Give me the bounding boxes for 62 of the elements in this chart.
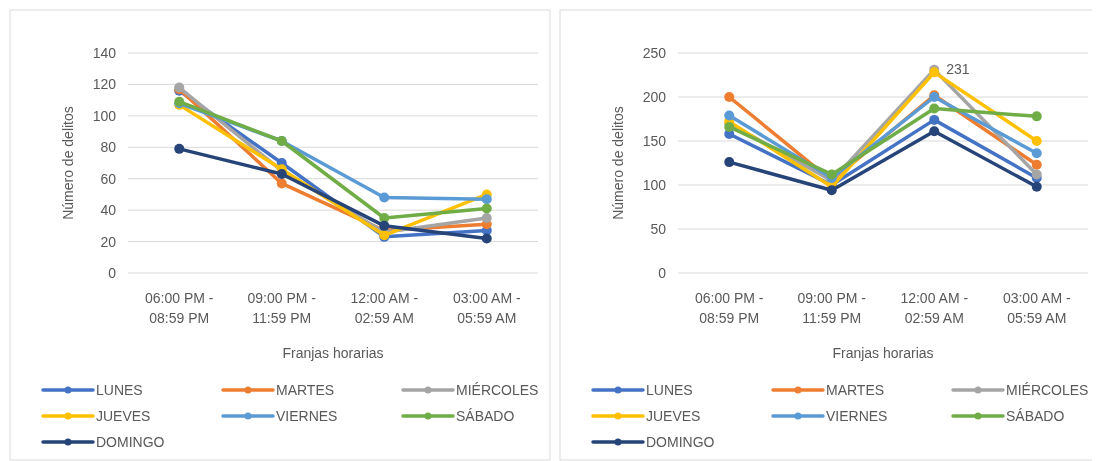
legend-label: LUNES	[646, 382, 693, 398]
y-axis-title: Número de delitos	[610, 106, 626, 220]
point	[379, 192, 390, 203]
y-tick-label: 200	[642, 89, 667, 105]
point	[929, 103, 940, 114]
legend-label: SÁBADO	[456, 408, 515, 424]
x-axis-title: Franjas horarias	[282, 345, 384, 361]
x-tick-label: 06:00 PM - 08:59 PM	[145, 290, 214, 326]
legend-label: DOMINGO	[96, 434, 165, 450]
point	[276, 178, 287, 189]
y-tick-label: 120	[92, 76, 117, 93]
x-tick-label: 03:00 AM - 05:59 AM	[452, 290, 521, 326]
y-tick-label: 20	[100, 233, 117, 250]
legend-label: DOMINGO	[646, 434, 715, 450]
x-tick-label: 12:00 AM - 02:59 AM	[900, 290, 969, 326]
legend-label: VIERNES	[826, 408, 888, 424]
point	[724, 92, 735, 102]
point	[1031, 181, 1042, 192]
data-label: 231	[946, 60, 970, 77]
point	[481, 194, 492, 205]
y-axis-title: Número de delitos	[60, 106, 76, 220]
x-tick-label: 09:00 PM - 11:59 PM	[797, 290, 867, 326]
legend-label: JUEVES	[96, 408, 151, 424]
point	[1031, 159, 1042, 170]
y-tick-label: 50	[650, 221, 667, 237]
point	[276, 169, 287, 179]
point	[929, 126, 940, 137]
point	[929, 114, 940, 125]
y-tick-label: 140	[92, 45, 117, 61]
y-tick-label: 0	[108, 265, 117, 281]
legend-label: MIÉRCOLES	[456, 382, 539, 398]
x-tick-label: 03:00 AM - 05:59 AM	[1002, 290, 1071, 326]
x-axis-title: Franjas horarias	[832, 345, 934, 361]
y-tick-label: 150	[642, 133, 667, 149]
legend-label: JUEVES	[646, 408, 701, 424]
point	[1031, 148, 1042, 159]
y-tick-label: 100	[92, 107, 117, 124]
point	[826, 185, 837, 196]
point	[481, 203, 492, 214]
point	[379, 220, 390, 231]
point	[724, 110, 735, 121]
x-tick-label: 09:00 PM - 11:59 PM	[247, 290, 317, 326]
x-tick-label: 12:00 AM - 02:59 AM	[350, 290, 419, 326]
point	[174, 143, 185, 154]
y-tick-label: 250	[642, 45, 667, 61]
point	[724, 157, 735, 168]
point	[1031, 111, 1042, 122]
legend-label: SÁBADO	[1006, 408, 1065, 424]
y-tick-label: 0	[658, 265, 667, 281]
legend-label: MARTES	[826, 382, 885, 398]
x-tick-label: 06:00 PM - 08:59 PM	[695, 290, 764, 326]
y-tick-label: 60	[100, 170, 117, 187]
legend-label: MARTES	[276, 382, 335, 398]
y-tick-label: 80	[100, 139, 117, 156]
point	[481, 213, 492, 223]
y-tick-label: 40	[100, 202, 117, 219]
legend-label: VIERNES	[276, 408, 338, 424]
legend-label: LUNES	[96, 382, 143, 398]
y-tick-label: 100	[642, 177, 667, 193]
legend-label: MIÉRCOLES	[1006, 382, 1089, 398]
point	[481, 233, 492, 244]
point	[1031, 136, 1042, 146]
